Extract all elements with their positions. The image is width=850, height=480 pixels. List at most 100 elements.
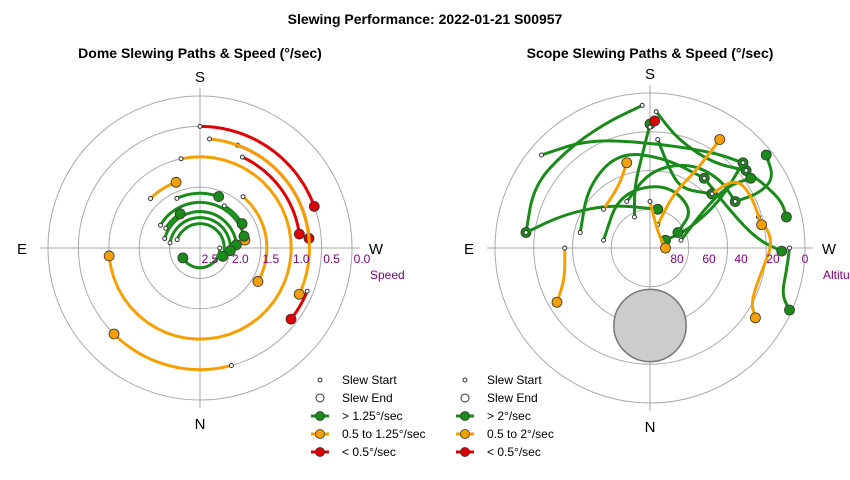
slew-end-marker: [108, 328, 120, 340]
slew-start-marker: [228, 362, 234, 368]
slew-end-marker: [213, 191, 225, 202]
radial-tick-label: 1.0: [293, 252, 310, 266]
slew-path-12: [733, 153, 773, 203]
slew-end-marker: [177, 252, 189, 264]
plots-group: Dome Slewing Paths & Speed (°/sec) S N E W 2.…: [17, 45, 850, 459]
slew-start-marker: [655, 137, 661, 142]
slew-end-marker: [174, 208, 186, 220]
slew-start-marker: [632, 214, 637, 220]
slew-end-marker: [236, 218, 248, 230]
slew-path-4: [524, 204, 660, 234]
slew-end-marker: [238, 230, 250, 242]
legend-end-swatch: [315, 393, 325, 403]
slew-path-13: [781, 246, 791, 312]
slew-end-marker: [621, 157, 633, 169]
slew-start-marker: [197, 123, 203, 129]
chart-subtitle: Scope Slewing Paths & Speed (°/sec): [527, 45, 774, 61]
chart-subtitle: Dome Slewing Paths & Speed (°/sec): [78, 45, 322, 61]
slew-path-14: [168, 216, 232, 253]
slew-start-marker: [523, 230, 529, 235]
slew-path-8: [664, 161, 745, 242]
slew-end-marker: [170, 176, 182, 188]
slew-path-7: [540, 139, 745, 165]
slew-end-marker: [714, 134, 726, 145]
slew-path-17: [555, 246, 567, 304]
slew-start-marker: [743, 168, 749, 173]
slew-path-15: [175, 222, 226, 258]
slew-start-marker: [577, 230, 583, 235]
compass-west: W: [369, 241, 384, 258]
slew-start-marker: [221, 203, 227, 209]
slew-path-9: [602, 185, 690, 242]
legend-label: 0.5 to 1.25°/sec: [342, 427, 426, 441]
slew-path-10: [656, 138, 714, 196]
slew-start-marker: [787, 245, 792, 251]
slew-paths: [103, 123, 320, 372]
legend-dot-swatch: [460, 447, 470, 457]
slew-path-3: [240, 155, 301, 236]
radial-tick-label: 40: [734, 252, 748, 266]
slew-start-marker: [162, 236, 168, 242]
slew-start-marker: [601, 237, 606, 243]
slew-start-marker: [178, 156, 184, 162]
slew-end-marker: [660, 242, 671, 254]
slew-path-15: [679, 176, 753, 242]
slew-start-marker: [174, 195, 180, 201]
compass-south: S: [645, 66, 655, 83]
slew-start-marker: [678, 237, 684, 243]
slew-start-marker: [732, 199, 738, 204]
legend-label: 0.5 to 2°/sec: [487, 427, 554, 441]
slew-path-19: [602, 161, 629, 211]
slew-path-5: [107, 155, 293, 341]
slew-start-marker: [639, 102, 645, 108]
slew-start-marker: [167, 240, 173, 246]
legend-dot-swatch: [315, 447, 325, 457]
slew-end-marker: [293, 228, 305, 240]
legend-label: < 0.5°/sec: [342, 445, 396, 459]
limit-zone: [613, 288, 687, 363]
legend-label: > 2°/sec: [487, 409, 531, 423]
legend-label: Slew Start: [342, 373, 397, 387]
slew-path-14: [633, 122, 652, 219]
slew-path-7: [241, 195, 269, 283]
polar-chart-2: Scope Slewing Paths & Speed (°/sec) S N E W 8…: [456, 45, 850, 459]
slew-end-marker: [672, 227, 684, 238]
legend: Slew Start Slew End > 1.25°/sec 0.5 to 1.25…: [311, 373, 426, 459]
slew-paths: [520, 102, 795, 324]
slew-end-marker: [551, 296, 563, 308]
radial-tick-label: 2.5: [202, 252, 219, 266]
radial-tick-label: 0.0: [354, 252, 371, 266]
legend-dot-swatch: [315, 411, 325, 421]
slew-end-marker: [776, 245, 788, 257]
slew-start-marker: [239, 154, 245, 160]
slew-start-marker: [539, 152, 544, 158]
slew-path-1: [198, 124, 316, 208]
slew-start-marker: [240, 194, 246, 200]
radial-tick-label: 0.5: [323, 252, 340, 266]
slew-start-marker: [624, 199, 630, 204]
slew-start-marker: [740, 160, 746, 166]
slew-start-marker: [701, 175, 707, 181]
slew-path-13: [163, 209, 238, 247]
slew-path-20: [710, 180, 764, 227]
legend-label: Slew Start: [487, 373, 542, 387]
legend-end-swatch: [460, 393, 470, 403]
compass-south: S: [195, 69, 205, 86]
slew-start-marker: [163, 225, 169, 231]
compass-east: E: [17, 241, 27, 258]
slew-start-marker: [562, 245, 568, 251]
slew-end-marker: [784, 304, 795, 316]
slew-path-1: [654, 110, 748, 172]
slew-end-marker: [760, 149, 772, 161]
slew-path-12: [159, 200, 246, 238]
slew-end-marker: [285, 313, 297, 325]
slew-start-marker: [647, 199, 653, 204]
legend: Slew Start Slew End > 2°/sec 0.5 to 2°/sec <…: [456, 373, 554, 459]
slew-start-marker: [158, 222, 164, 228]
slew-path-11: [625, 163, 737, 203]
legend-label: Slew End: [487, 391, 538, 405]
radial-axis-label: Speed: [370, 268, 405, 282]
slew-end-marker: [252, 276, 264, 287]
radial-tick-label: 1.5: [262, 252, 279, 266]
